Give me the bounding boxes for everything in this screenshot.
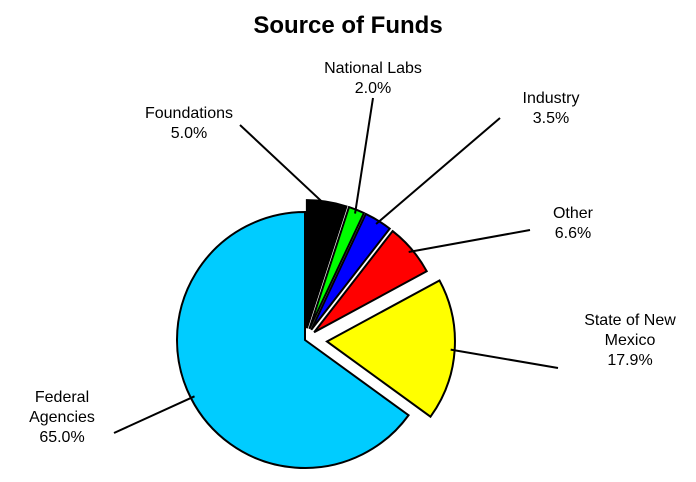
value-label: 6.6%	[554, 225, 592, 242]
slice-label: Foundations 5.0%	[129, 104, 249, 144]
leader-line	[408, 229, 531, 253]
leader-line	[354, 97, 374, 214]
value-label: 3.5%	[532, 110, 570, 127]
category-label: State of New Mexico	[584, 312, 676, 349]
value-label: 2.0%	[354, 80, 392, 97]
slice-label: State of New Mexico 17.9%	[575, 311, 685, 371]
pie-slice	[313, 229, 429, 334]
slice-label: Industry 3.5%	[501, 89, 601, 129]
category-label: Foundations	[144, 105, 234, 122]
leader-line	[113, 395, 195, 434]
pie-slice	[310, 212, 392, 331]
leader-line	[239, 124, 327, 207]
category-label: Industry	[522, 90, 580, 107]
slice-label: Federal Agencies 65.0%	[22, 388, 102, 448]
leader-line	[450, 348, 559, 369]
slice-label: Other 6.6%	[533, 204, 613, 244]
category-label: Other	[552, 205, 593, 222]
chart-title: Source of Funds	[253, 12, 443, 39]
slice-label: National Labs 2.0%	[298, 59, 448, 99]
category-label: Federal Agencies	[29, 389, 95, 426]
pie-slice	[305, 199, 348, 329]
category-label: National Labs	[324, 60, 422, 77]
value-label: 17.9%	[607, 352, 653, 369]
value-label: 5.0%	[170, 125, 208, 142]
leader-line	[375, 117, 501, 225]
value-label: 65.0%	[39, 429, 85, 446]
